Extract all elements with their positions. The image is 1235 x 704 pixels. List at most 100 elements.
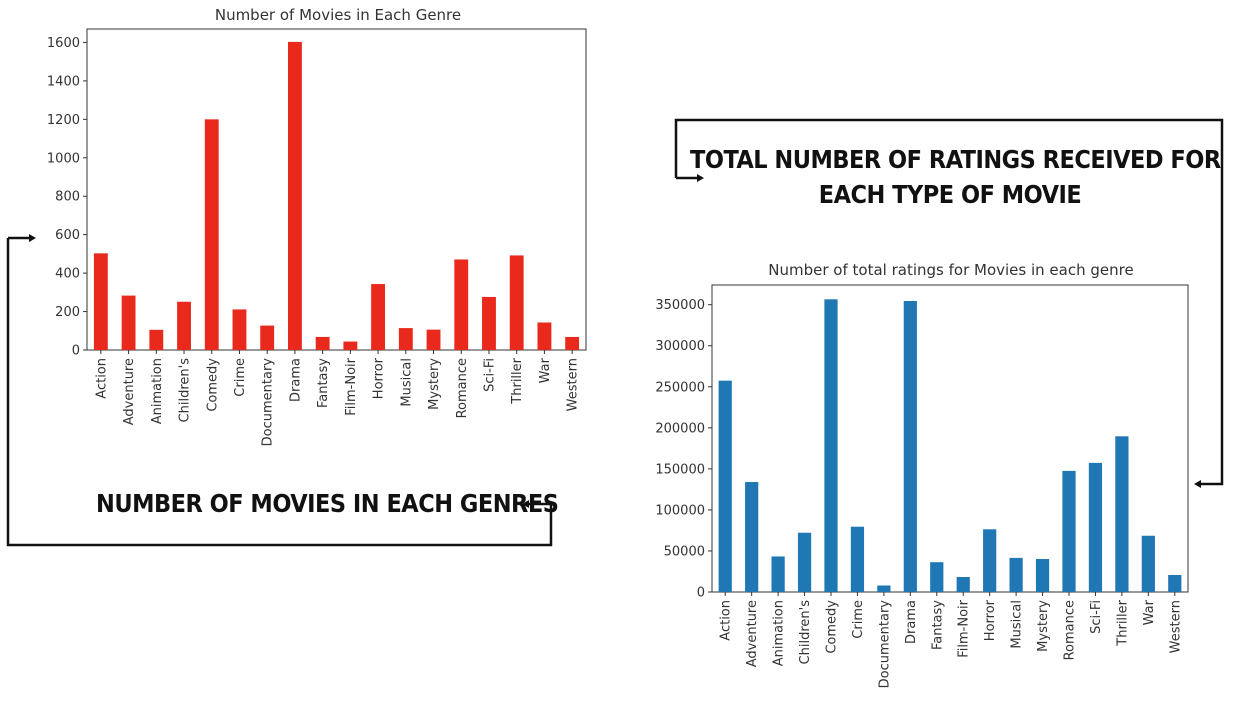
movies-x-tick-label-1: Adventure <box>122 358 137 425</box>
movies-x-tick-label-8: Fantasy <box>316 358 331 408</box>
ratings-x-tick-label-14: Sci-Fi <box>1089 600 1104 634</box>
movies-y-tick-label-5: 1000 <box>47 151 80 166</box>
ratings-y-tick-label-5: 250000 <box>655 380 705 395</box>
ratings-x-tick-label-0: Action <box>719 600 734 641</box>
movies-bar-5 <box>232 309 247 350</box>
ratings-x-tick-label-2: Animation <box>772 600 787 666</box>
movies-x-tick-label-15: Thriller <box>510 357 525 404</box>
ratings-y-tick-label-0: 0 <box>697 586 705 601</box>
movies-annotation: NUMBER OF MOVIES IN EACH GENRES <box>96 489 559 518</box>
movies-y-tick-label-2: 400 <box>55 267 80 282</box>
movies-x-tick-label-7: Drama <box>288 358 303 402</box>
movies-y-tick-label-3: 600 <box>55 228 80 243</box>
ratings-bar-7 <box>903 300 917 592</box>
movies-bar-12 <box>426 329 441 350</box>
movies-x-tick-label-13: Romance <box>455 358 470 418</box>
movies-y-tick-label-8: 1600 <box>47 36 80 51</box>
ratings-bar-0 <box>718 380 732 592</box>
movies-x-tick-label-17: Western <box>566 358 581 411</box>
movies-x-tick-label-2: Animation <box>150 358 165 424</box>
ratings-bar-9 <box>956 577 970 592</box>
movies-per-genre-chart: Number of Movies in Each Genre 0 200 400 60… <box>47 6 587 447</box>
movies-arrow-head-right <box>522 500 529 508</box>
movies-bar-16 <box>537 322 552 350</box>
ratings-per-genre-chart: Number of total ratings for Movies in ea… <box>655 261 1189 689</box>
movies-bar-15 <box>509 255 524 350</box>
movies-y-tick-label-7: 1400 <box>47 74 80 89</box>
ratings-y-tick-label-4: 200000 <box>655 421 705 436</box>
ratings-bar-2 <box>771 556 785 592</box>
movies-x-tick-label-9: Film-Noir <box>344 357 359 415</box>
ratings-annotation-line2: EACH TYPE OF MOVIE <box>818 180 1082 209</box>
ratings-bar-11 <box>1009 557 1023 592</box>
movies-chart-title: Number of Movies in Each Genre <box>215 6 461 24</box>
ratings-arrow-head-left <box>697 174 704 182</box>
ratings-bar-5 <box>850 526 865 592</box>
movies-x-tick-label-12: Mystery <box>427 358 442 410</box>
ratings-bar-14 <box>1088 462 1103 592</box>
ratings-arrow-head-right <box>1194 480 1201 488</box>
movies-bar-9 <box>343 341 358 350</box>
ratings-x-tick-label-5: Crime <box>851 600 866 639</box>
movies-bar-7 <box>287 41 302 350</box>
movies-x-tick-label-16: War <box>538 357 553 383</box>
ratings-bar-8 <box>930 562 944 592</box>
ratings-y-tick-label-1: 50000 <box>664 544 705 559</box>
ratings-x-tick-label-15: Thriller <box>1115 599 1130 646</box>
ratings-annotation-line1: TOTAL NUMBER OF RATINGS RECEIVED FOR <box>690 145 1221 174</box>
movies-x-tick-label-3: Children's <box>178 358 193 423</box>
ratings-x-tick-label-3: Children's <box>798 600 813 665</box>
ratings-bar-15 <box>1115 436 1129 592</box>
ratings-bar-13 <box>1062 470 1076 592</box>
ratings-x-tick-label-7: Drama <box>904 600 919 644</box>
ratings-bar-4 <box>824 299 838 592</box>
ratings-x-tick-label-6: Documentary <box>877 600 892 689</box>
movies-bar-10 <box>371 284 386 350</box>
ratings-bar-3 <box>797 532 812 592</box>
ratings-x-tick-label-11: Musical <box>1010 600 1025 649</box>
movies-bar-1 <box>121 295 136 350</box>
ratings-bar-16 <box>1141 535 1155 592</box>
ratings-bar-17 <box>1168 575 1182 592</box>
ratings-bar-6 <box>877 585 891 592</box>
ratings-y-tick-label-6: 300000 <box>655 339 705 354</box>
ratings-x-tick-label-1: Adventure <box>745 600 760 667</box>
ratings-y-tick-label-7: 350000 <box>655 298 705 313</box>
ratings-x-tick-label-10: Horror <box>983 599 998 641</box>
movies-x-tick-label-11: Musical <box>399 358 414 407</box>
movies-bar-8 <box>315 336 330 350</box>
ratings-y-tick-label-2: 100000 <box>655 503 705 518</box>
movies-connector-line <box>6 238 553 547</box>
ratings-x-tick-label-4: Comedy <box>825 600 840 654</box>
movies-y-tick-label-0: 0 <box>72 344 80 359</box>
ratings-annotation: TOTAL NUMBER OF RATINGS RECEIVED FOR EAC… <box>690 142 1221 212</box>
movies-y-tick-label-1: 200 <box>55 305 80 320</box>
ratings-x-tick-label-8: Fantasy <box>930 600 945 650</box>
ratings-chart-title: Number of total ratings for Movies in ea… <box>768 261 1133 279</box>
movies-x-tick-label-10: Horror <box>372 357 387 399</box>
movies-bar-17 <box>565 336 580 350</box>
movies-x-tick-label-4: Comedy <box>205 358 220 412</box>
movies-plot-frame <box>86 28 587 351</box>
movies-x-tick-label-5: Crime <box>233 358 248 397</box>
movies-bar-6 <box>260 325 275 350</box>
movies-x-tick-label-14: Sci-Fi <box>482 358 497 392</box>
movies-arrow-head-left <box>29 234 36 242</box>
movies-y-tick-label-6: 1200 <box>47 113 80 128</box>
movies-x-tick-label-6: Documentary <box>261 358 276 447</box>
movies-y-tick-label-4: 800 <box>55 190 80 205</box>
ratings-bar-1 <box>745 482 759 592</box>
ratings-y-tick-label-3: 150000 <box>655 462 705 477</box>
ratings-connector-line <box>674 118 1224 486</box>
movies-bar-14 <box>482 296 496 350</box>
movies-bar-13 <box>454 259 469 350</box>
ratings-bar-10 <box>983 529 997 592</box>
movies-bar-3 <box>177 301 191 350</box>
ratings-x-tick-label-13: Romance <box>1063 600 1078 660</box>
ratings-x-tick-label-12: Mystery <box>1036 600 1051 652</box>
ratings-x-tick-label-9: Film-Noir <box>957 599 972 657</box>
movies-x-tick-label-0: Action <box>94 358 109 399</box>
ratings-bar-12 <box>1035 559 1050 592</box>
